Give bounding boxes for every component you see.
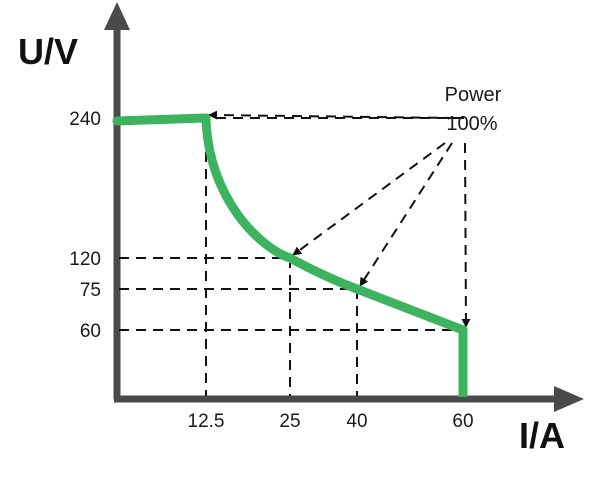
y-tick-labels: 240 120 75 60 bbox=[69, 109, 101, 342]
annotation-line-1: Power bbox=[445, 84, 502, 106]
x-axis-arrowhead bbox=[554, 386, 584, 412]
y-tick-label-240: 240 bbox=[69, 109, 101, 130]
curve-constant-voltage bbox=[112, 113, 211, 126]
annotation-arrows bbox=[208, 110, 471, 328]
y-tick-label-60: 60 bbox=[80, 321, 101, 342]
x-tick-label-60: 60 bbox=[452, 411, 473, 432]
curve-group bbox=[112, 113, 468, 397]
annotation-arrow-120 bbox=[292, 142, 446, 256]
curve-constant-power bbox=[201, 113, 468, 335]
x-axis-title: I/A bbox=[519, 415, 565, 456]
x-tick-label-12.5: 12.5 bbox=[188, 411, 225, 432]
axes bbox=[104, 2, 584, 412]
y-tick-label-120: 120 bbox=[69, 249, 101, 270]
x-tick-label-40: 40 bbox=[346, 411, 367, 432]
y-axis-arrowhead bbox=[104, 2, 130, 30]
x-tick-labels: 12.5 25 40 60 bbox=[188, 411, 474, 432]
x-tick-label-25: 25 bbox=[279, 411, 300, 432]
annotation-arrow-60 bbox=[461, 142, 471, 328]
y-tick-label-75: 75 bbox=[80, 280, 101, 301]
annotation-arrow-240 bbox=[208, 110, 456, 120]
y-axis-title: U/V bbox=[18, 31, 78, 72]
annotation-line-2: 100% bbox=[446, 113, 497, 135]
annotation-arrow-75 bbox=[359, 142, 453, 287]
